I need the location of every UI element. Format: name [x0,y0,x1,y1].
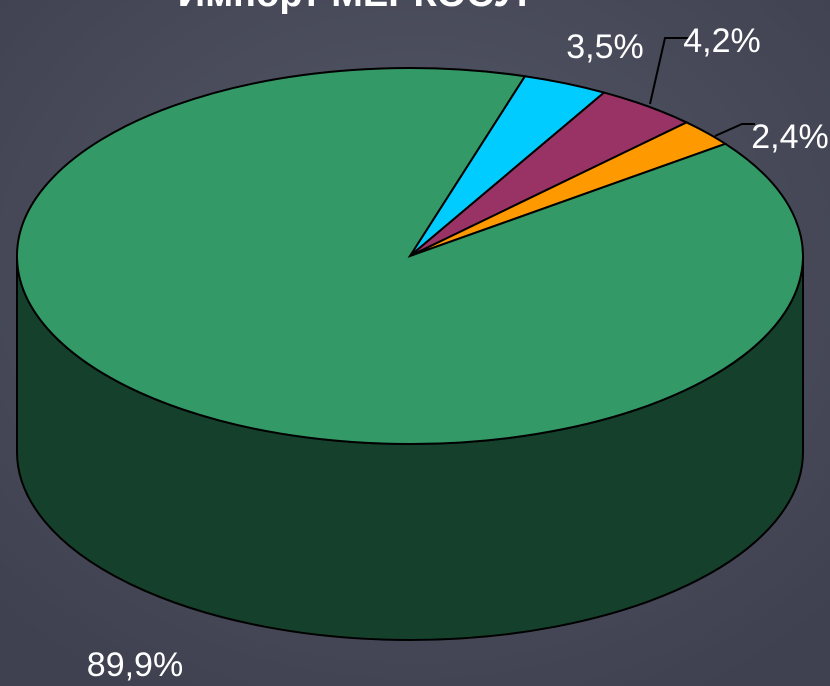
chart-title: Импорт МЕРКОСУР [178,0,543,15]
data-label: 89,9% [87,646,183,684]
data-label: 2,4% [751,118,829,156]
data-label: 4,2% [683,22,761,60]
leader-line [714,123,755,137]
leader-line [649,37,690,105]
data-label: 3,5% [566,28,644,66]
pie-slice [16,67,804,445]
